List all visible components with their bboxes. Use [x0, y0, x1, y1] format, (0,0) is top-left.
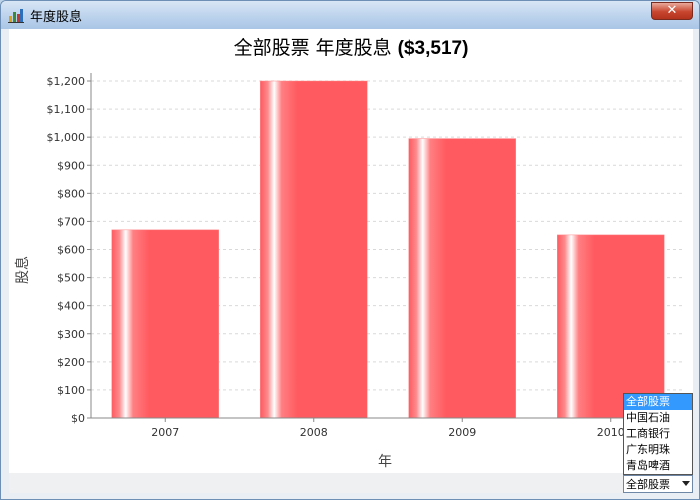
- close-icon: ✕: [666, 3, 678, 18]
- stock-option[interactable]: 工商银行: [626, 427, 670, 440]
- x-tick-label: 2009: [448, 426, 476, 439]
- stock-dropdown-list[interactable]: 全部股票 中国石油 工商银行 广东明珠 青岛啤酒: [623, 393, 693, 475]
- window-title: 年度股息: [30, 10, 83, 25]
- stock-option[interactable]: 中国石油: [626, 411, 670, 424]
- stock-option[interactable]: 全部股票: [624, 394, 692, 410]
- chart-panel: $0 $100 $200 $300 $400 $500 $600 $700 $800 $900 $1…: [9, 29, 693, 473]
- x-tick-label: 2008: [300, 426, 328, 439]
- y-tick-label: $300: [57, 328, 85, 341]
- bar[interactable]: [260, 80, 368, 419]
- title-bar[interactable]: 年度股息 ✕: [1, 1, 699, 29]
- chart-app-icon: [8, 9, 24, 23]
- y-tick-label: $1,200: [47, 75, 86, 88]
- y-tick-label: $0: [71, 412, 85, 425]
- stock-select-value: 全部股票: [626, 478, 670, 491]
- y-tick-label: $800: [57, 187, 85, 200]
- y-tick-label: $1,000: [47, 131, 86, 144]
- bar[interactable]: [408, 138, 516, 419]
- y-tick-label: $100: [57, 384, 85, 397]
- x-tick-label: 2010: [597, 426, 625, 439]
- stock-option[interactable]: 广东明珠: [626, 443, 670, 456]
- stock-select[interactable]: 全部股票: [623, 475, 693, 493]
- y-axis-label: 股息: [15, 256, 31, 284]
- chart-title-text: 全部股票 年度股息: [233, 37, 392, 59]
- chart-title: 全部股票 年度股息 ($3,517): [9, 33, 693, 60]
- y-tick-label: $200: [57, 356, 85, 369]
- y-tick-label: $600: [57, 244, 85, 257]
- close-button[interactable]: ✕: [651, 2, 693, 20]
- bar[interactable]: [557, 234, 665, 419]
- y-tick-label: $900: [57, 159, 85, 172]
- chart-title-total: ($3,517): [397, 38, 469, 59]
- y-tick-label: $400: [57, 300, 85, 313]
- chevron-down-icon[interactable]: [682, 481, 690, 486]
- y-tick-label: $1,100: [47, 103, 86, 116]
- y-tick-label: $500: [57, 272, 85, 285]
- y-tick-label: $700: [57, 215, 85, 228]
- x-tick-label: 2007: [151, 426, 179, 439]
- stock-option[interactable]: 青岛啤酒: [626, 459, 670, 472]
- x-axis-label: 年: [378, 454, 392, 470]
- status-strip: [9, 473, 693, 493]
- bar[interactable]: [111, 229, 219, 419]
- bar-chart: $0 $100 $200 $300 $400 $500 $600 $700 $800 $900 $1…: [47, 73, 685, 439]
